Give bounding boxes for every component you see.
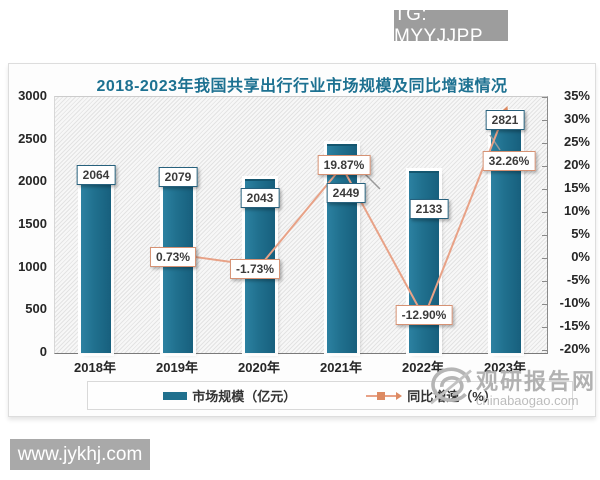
watermark-name: 观研报告网 <box>476 368 597 394</box>
y-axis-right-tick: 0% <box>571 249 590 264</box>
line-swatch-segment <box>366 394 378 397</box>
bar-2018年 <box>81 176 111 353</box>
bar-value-label: 2449 <box>326 183 366 204</box>
legend-label-market-size: 市场规模（亿元） <box>192 389 297 404</box>
y-axis-tick-mark <box>542 97 548 98</box>
y-axis-tick-mark <box>542 281 548 282</box>
x-axis-label: 2021年 <box>320 360 362 375</box>
site-badge: www.jykhj.com <box>10 439 150 470</box>
legend: 市场规模（亿元） 同比增速（%） <box>87 381 573 410</box>
chart-title: 2018-2023年我国共享出行行业市场规模及同比增速情况 <box>96 78 508 95</box>
x-axis-label: 2019年 <box>156 360 198 375</box>
bar-value-label: 2064 <box>76 164 116 185</box>
legend-item-growth: 同比增速（%） <box>366 386 497 405</box>
label-leader-line <box>364 173 381 190</box>
legend-label-growth: 同比增速（%） <box>407 389 497 404</box>
y-axis-right-tick: -5% <box>566 272 590 287</box>
bar-value-label: 2079 <box>158 166 198 187</box>
y-axis-tick-mark <box>542 189 548 190</box>
y-axis-right-tick: 5% <box>571 226 590 241</box>
growth-value-label: 32.26% <box>482 150 536 171</box>
x-axis-label: 2022年 <box>402 360 444 375</box>
bar-swatch-icon <box>163 391 188 400</box>
label-leader-line <box>489 134 501 151</box>
bar-value-label: 2043 <box>240 187 280 208</box>
y-axis-left-tick: 2000 <box>18 173 47 189</box>
y-axis-left-tick: 0 <box>39 344 47 359</box>
legend-item-market-size: 市场规模（亿元） <box>163 386 296 405</box>
y-axis-right-tick: 15% <box>563 180 590 195</box>
y-axis-tick-mark <box>542 212 548 213</box>
line-swatch-arrow <box>396 391 403 400</box>
x-axis-label: 2018年 <box>74 360 116 375</box>
y-axis-tick-mark <box>542 304 548 305</box>
y-axis-tick-mark <box>542 327 548 328</box>
y-axis-right-tick: -20% <box>559 341 590 356</box>
y-axis-left-tick: 1500 <box>18 216 47 231</box>
y-axis-left-tick: 2500 <box>18 130 47 146</box>
watermark-domain: chinabaogao.com <box>476 392 579 408</box>
y-axis-tick-mark <box>542 166 548 167</box>
growth-value-label: 19.87% <box>317 154 371 175</box>
y-axis-tick-mark <box>542 350 548 351</box>
x-axis-label: 2023年 <box>484 360 526 375</box>
plot-area: 2064 2079 2043 2449 2133 2821 0.73% -1.73% 19.87… <box>54 96 548 354</box>
y-axis-left-tick: 1000 <box>18 258 47 274</box>
bar-value-label: 2821 <box>485 110 525 131</box>
y-axis-tick-mark <box>542 143 548 144</box>
line-swatch-square <box>377 391 386 400</box>
watermark: 观研报告网 chinabaogao.com <box>428 366 596 411</box>
watermark-logo-icon <box>428 366 474 411</box>
line-swatch-segment <box>385 394 397 397</box>
tg-badge: TG: MYYJJPP <box>394 4 508 47</box>
growth-value-label: -1.73% <box>229 258 281 279</box>
y-axis-tick-mark <box>542 258 548 259</box>
growth-value-label: 0.73% <box>149 246 197 267</box>
x-axis-label: 2020年 <box>238 360 280 375</box>
chart-panel: 2018-2023年我国共享出行行业市场规模及同比增速情况 2064 2079 20… <box>8 63 596 417</box>
y-axis-right-tick: 20% <box>563 157 590 172</box>
y-axis-left-tick: 500 <box>25 301 47 317</box>
growth-value-label: -12.90% <box>395 305 453 326</box>
y-axis-right-tick: 10% <box>563 203 590 218</box>
growth-line-svg <box>175 105 509 321</box>
y-axis-right-tick: -10% <box>559 295 590 310</box>
y-axis-left-tick: 3000 <box>18 88 47 103</box>
y-axis-right-tick: 30% <box>563 111 590 126</box>
y-axis-right-tick: 25% <box>563 134 590 149</box>
bar-value-label: 2133 <box>409 198 449 219</box>
y-axis-tick-mark <box>542 235 548 236</box>
y-axis-right-tick: -15% <box>559 318 590 333</box>
y-axis-tick-mark <box>542 120 548 121</box>
y-axis-right-tick: 35% <box>563 88 590 103</box>
line-swatch-icon <box>366 391 403 400</box>
growth-line <box>177 105 509 320</box>
